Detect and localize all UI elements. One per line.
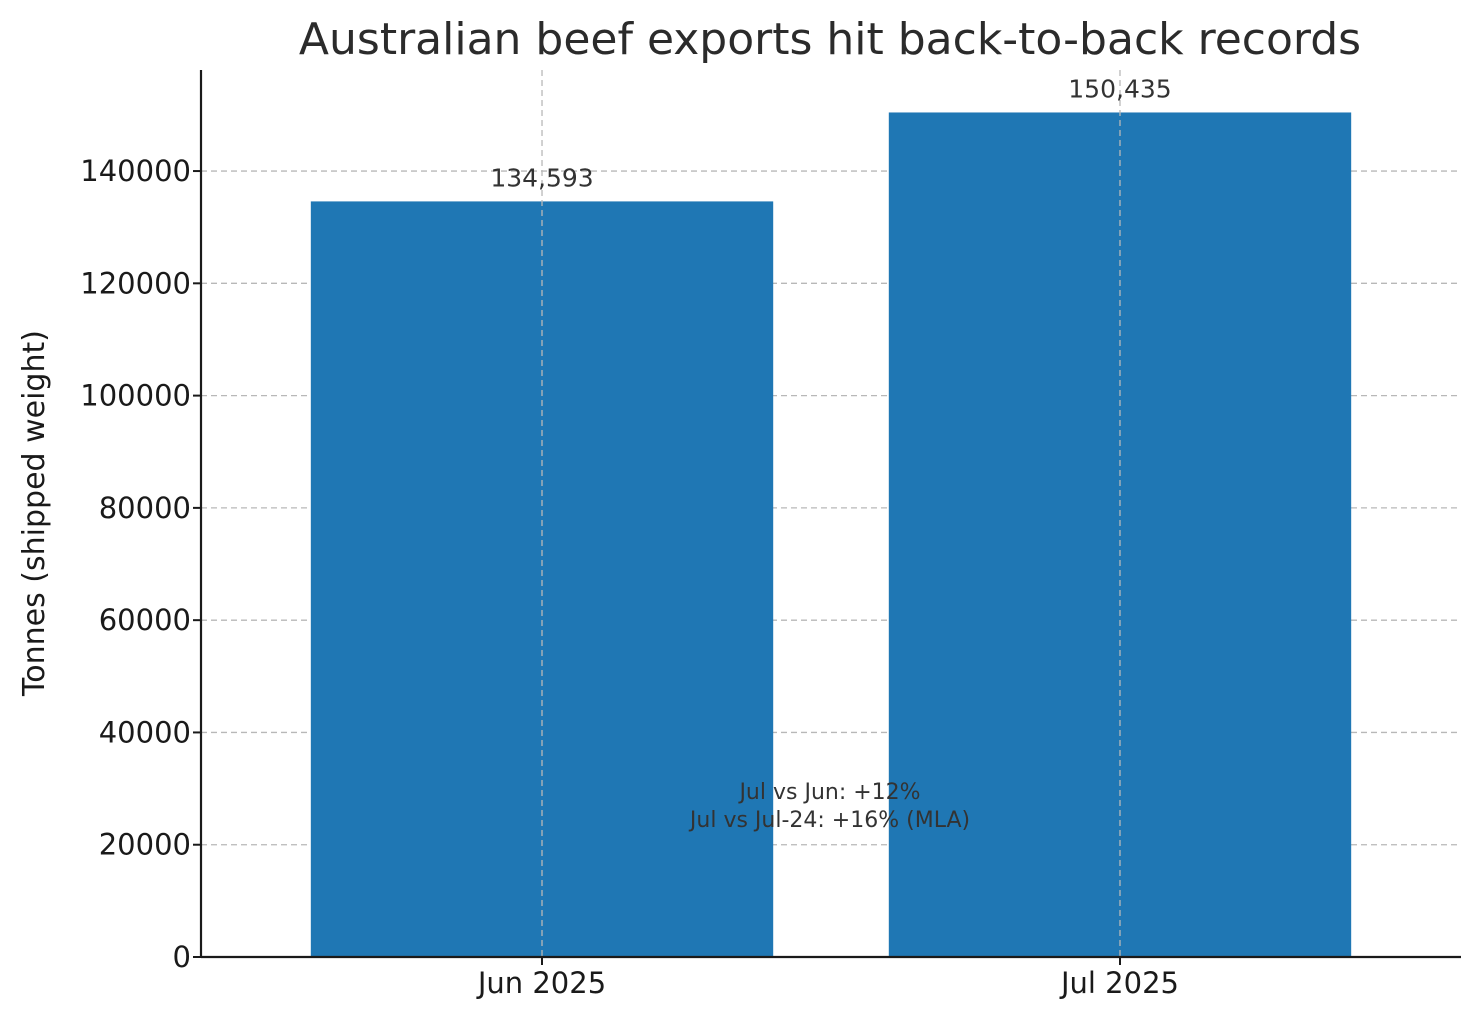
y-tick-label: 0 — [173, 940, 191, 974]
y-tick-label: 120000 — [80, 266, 191, 300]
y-tick-label: 60000 — [99, 603, 191, 637]
annotation-line-2: Jul vs Jul-24: +16% (MLA) — [688, 808, 970, 833]
x-tick-label: Jun 2025 — [476, 966, 606, 1000]
y-tick-label: 100000 — [80, 379, 191, 413]
bar-value-label: 150,435 — [1068, 74, 1171, 103]
bar-value-labels: 134,593 150,435 — [490, 74, 1171, 192]
y-tick-label: 80000 — [99, 491, 191, 525]
bar-value-label: 134,593 — [490, 163, 593, 192]
chart-title: Australian beef exports hit back-to-back… — [299, 14, 1361, 65]
axes — [199, 70, 1461, 959]
vertical-grid-lines — [541, 70, 1121, 957]
y-axis-label: Tonnes (shipped weight) — [17, 330, 52, 697]
y-tick-label: 20000 — [99, 828, 191, 862]
y-tick-label: 40000 — [99, 715, 191, 749]
x-axis-ticks: Jun 2025 Jul 2025 — [476, 957, 1179, 1000]
y-tick-label: 140000 — [80, 154, 191, 188]
y-axis-ticks: 0 20000 40000 60000 80000 100000 120000 140000 — [80, 154, 201, 974]
annotation: Jul vs Jun: +12% Jul vs Jul-24: +16% (ML… — [688, 780, 970, 833]
x-tick-label: Jul 2025 — [1059, 966, 1179, 1000]
annotation-line-1: Jul vs Jun: +12% — [737, 780, 920, 805]
